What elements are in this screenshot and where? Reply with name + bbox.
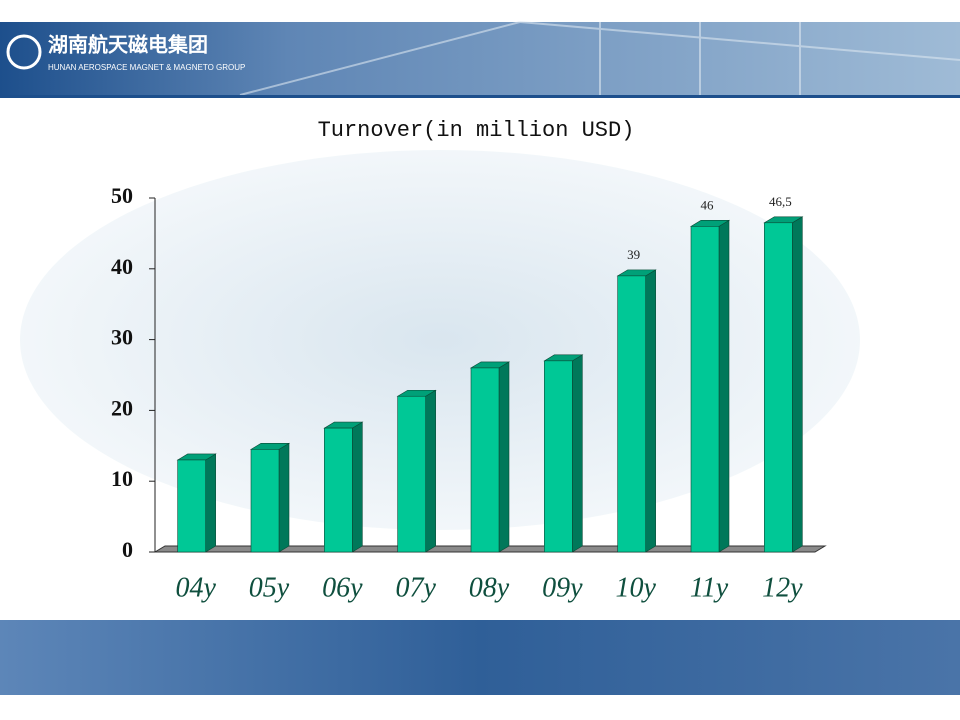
x-tick-label: 11y — [690, 572, 729, 603]
logo-mark — [6, 34, 42, 70]
bar — [617, 275, 646, 553]
x-tick-label: 06y — [322, 572, 363, 603]
x-tick-label: 08y — [469, 572, 510, 603]
header-rule — [0, 95, 960, 98]
y-tick-label: 10 — [111, 466, 133, 491]
logo-cn: 湖南航天磁电集团 — [48, 32, 208, 56]
x-tick-label: 12y — [762, 572, 803, 603]
y-tick-label: 0 — [122, 537, 133, 562]
bar — [177, 459, 206, 553]
y-tick-label: 50 — [111, 183, 133, 208]
x-tick-label: 04y — [175, 572, 216, 603]
value-label: 46,5 — [769, 194, 792, 209]
y-tick-label: 20 — [111, 395, 133, 420]
bar-side — [498, 361, 510, 553]
x-tick-label: 09y — [542, 572, 583, 603]
bar-side — [718, 219, 730, 553]
bar-side — [205, 453, 216, 553]
bar-side — [352, 421, 363, 553]
x-tick-label: 07y — [395, 572, 436, 603]
bar — [250, 449, 280, 553]
x-tick-label: 05y — [249, 572, 290, 603]
bar — [470, 367, 500, 553]
bar-side — [425, 389, 436, 553]
value-label: 46 — [701, 197, 715, 212]
bar — [324, 427, 353, 553]
bar — [764, 222, 793, 553]
bar — [544, 360, 573, 553]
bar — [690, 226, 720, 553]
y-tick-label: 40 — [111, 254, 133, 279]
logo-en: HUNAN AEROSPACE MAGNET & MAGNETO GROUP — [48, 63, 245, 72]
bar-side — [572, 354, 583, 553]
y-tick-label: 30 — [111, 325, 133, 350]
bar-side — [278, 442, 290, 553]
bar — [397, 395, 426, 553]
chart: 0 10 20 30 40 50 04y 05y 06y 07y 08y 09y 10y 39 11y 46 1… — [111, 183, 827, 603]
x-tick-label: 10y — [615, 572, 656, 603]
world-map — [20, 150, 860, 530]
bar-side — [792, 216, 803, 553]
footer-band — [0, 620, 960, 695]
value-label: 39 — [627, 247, 640, 262]
header-steel — [239, 21, 960, 96]
bar-side — [645, 269, 656, 553]
chart-title: Turnover(in million USD) — [318, 118, 635, 143]
